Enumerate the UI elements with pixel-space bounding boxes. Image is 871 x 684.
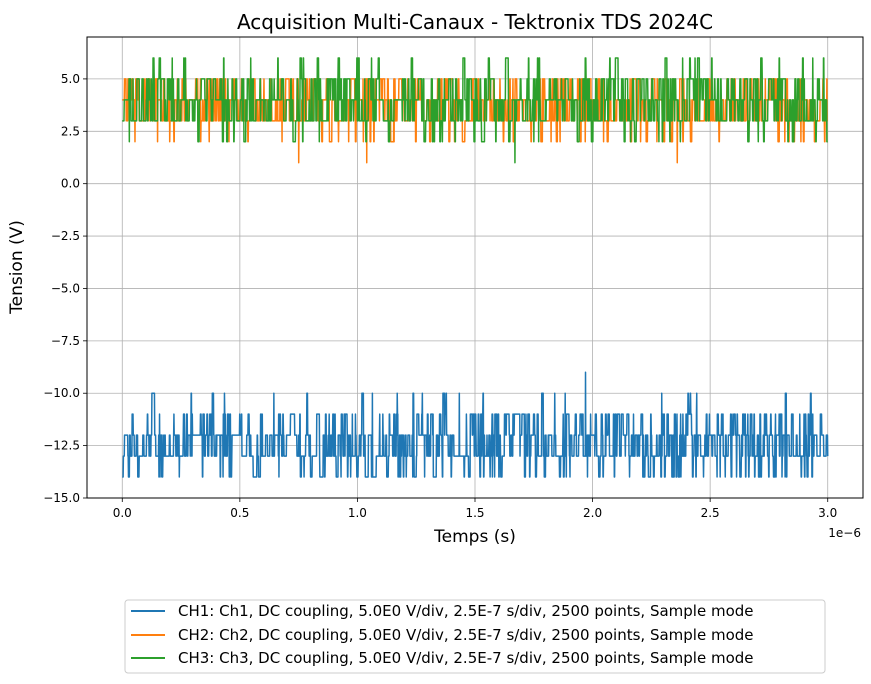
x-axis-offset-label: 1e−6 xyxy=(828,526,861,540)
legend-label-ch3: CH3: Ch3, DC coupling, 5.0E0 V/div, 2.5E… xyxy=(178,649,754,667)
x-axis-title: Temps (s) xyxy=(433,527,516,547)
x-tick-label: 3.0 xyxy=(818,506,837,520)
x-tick-label: 0.5 xyxy=(230,506,249,520)
legend-frame xyxy=(124,599,826,674)
y-axis-title: Tension (V) xyxy=(7,220,27,315)
y-tick-label: −7.5 xyxy=(51,334,80,348)
y-tick-label: 5.0 xyxy=(61,72,80,86)
y-tick-label: −2.5 xyxy=(51,229,80,243)
y-tick-label: −12.5 xyxy=(43,439,80,453)
y-axis-ticks: 5.0 2.5 0.0 −2.5 −5.0 −7.5 −10.0 −12.5 −15.0 xyxy=(43,72,87,505)
y-tick-label: 0.0 xyxy=(61,177,80,191)
x-tick-label: 1.5 xyxy=(465,506,484,520)
x-tick-label: 1.0 xyxy=(348,506,367,520)
y-tick-label: −15.0 xyxy=(43,491,80,505)
x-tick-label: 2.0 xyxy=(583,506,602,520)
legend: CH1: Ch1, DC coupling, 5.0E0 V/div, 2.5E… xyxy=(124,599,826,674)
legend-label-ch2: CH2: Ch2, DC coupling, 5.0E0 V/div, 2.5E… xyxy=(178,626,754,644)
y-tick-label: −5.0 xyxy=(51,281,80,295)
legend-label-ch1: CH1: Ch1, DC coupling, 5.0E0 V/div, 2.5E… xyxy=(178,602,754,620)
x-axis-ticks: 0.0 0.5 1.0 1.5 2.0 2.5 3.0 xyxy=(113,498,837,520)
y-tick-label: −10.0 xyxy=(43,386,80,400)
x-tick-label: 2.5 xyxy=(701,506,720,520)
y-tick-label: 2.5 xyxy=(61,124,80,138)
x-tick-label: 0.0 xyxy=(113,506,132,520)
series-lines xyxy=(121,57,829,478)
series-line-ch3 xyxy=(121,57,829,164)
chart-title: Acquisition Multi-Canaux - Tektronix TDS… xyxy=(237,10,713,34)
series-line-ch1 xyxy=(121,371,829,478)
